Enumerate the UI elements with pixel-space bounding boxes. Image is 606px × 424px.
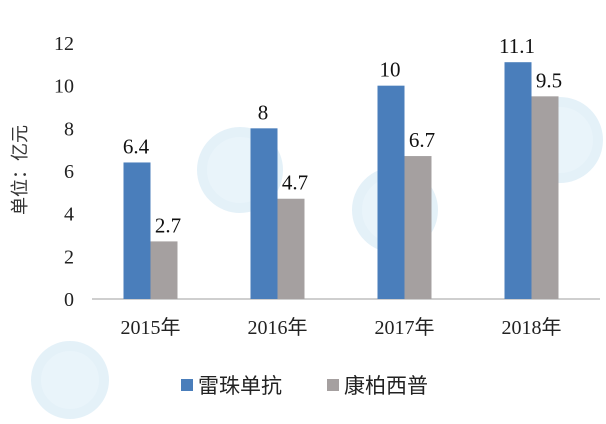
- bar-series: [123, 62, 559, 300]
- x-tick-labels: 2015年 2016年 2017年 2018年: [121, 316, 562, 339]
- y-tick-label: 0: [64, 289, 74, 311]
- x-tick-label: 2015年: [121, 316, 181, 339]
- y-tick-label: 10: [54, 76, 74, 98]
- x-tick-label: 2016年: [248, 316, 308, 339]
- data-label: 11.1: [499, 34, 535, 58]
- y-tick-label: 4: [64, 204, 74, 226]
- data-label: 8: [258, 100, 269, 124]
- data-label: 6.4: [123, 134, 150, 158]
- data-label: 6.7: [409, 128, 435, 152]
- y-tick-label: 12: [54, 33, 74, 55]
- bar-conbercept-1: [277, 198, 305, 299]
- legend: 雷珠单抗 康柏西普: [181, 374, 428, 398]
- data-label: 2.7: [155, 213, 181, 237]
- bar-ranibizumab-3: [504, 62, 532, 300]
- legend-swatch-conbercept: [327, 379, 339, 391]
- bar-conbercept-0: [150, 241, 178, 299]
- bar-ranibizumab-0: [123, 162, 151, 299]
- legend-label-conbercept: 康柏西普: [344, 374, 428, 398]
- legend-swatch-ranibizumab: [181, 379, 193, 391]
- bar-conbercept-3: [531, 96, 559, 299]
- y-tick-label: 8: [64, 118, 74, 140]
- data-labels: 6.4 2.7 8 4.7 10 6.7 11.19.5: [123, 34, 562, 237]
- y-tick-labels: 0 2 4 6 8 10 12: [54, 33, 74, 311]
- y-axis-label: 单位：亿元: [10, 125, 31, 215]
- y-tick-label: 2: [64, 246, 74, 268]
- x-tick-label: 2017年: [375, 316, 435, 339]
- legend-label-ranibizumab: 雷珠单抗: [198, 374, 282, 398]
- data-label: 9.5: [536, 68, 562, 92]
- data-label: 4.7: [282, 171, 308, 195]
- bar-ranibizumab-1: [250, 128, 278, 299]
- y-tick-label: 6: [64, 161, 74, 183]
- x-tick-label: 2018年: [502, 316, 562, 339]
- bar-conbercept-2: [404, 156, 432, 299]
- data-label: 10: [380, 58, 401, 82]
- bar-ranibizumab-2: [377, 85, 405, 300]
